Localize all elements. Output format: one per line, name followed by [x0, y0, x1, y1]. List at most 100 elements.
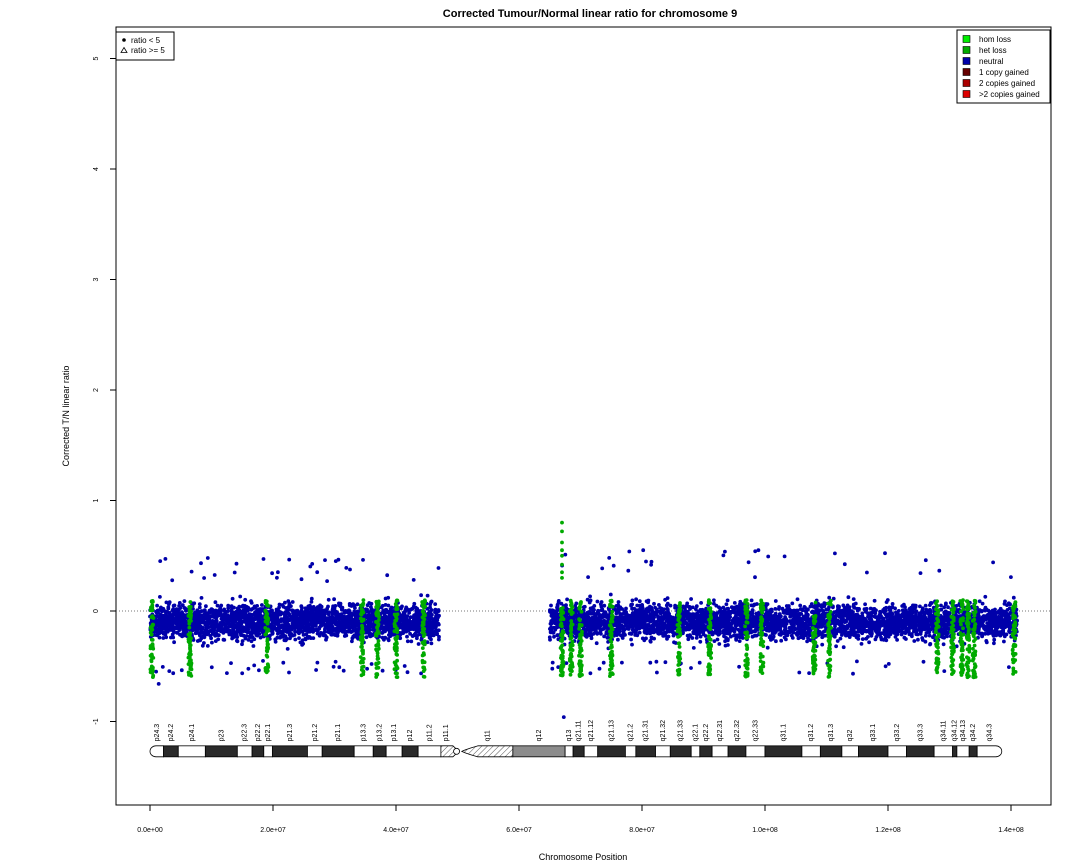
neutral-point [243, 597, 248, 602]
neutral-point [166, 606, 171, 611]
neutral-point [941, 642, 946, 647]
neutral-point [330, 606, 335, 611]
neutral-point [293, 624, 298, 629]
neutral-point [257, 622, 262, 627]
neutral-point [176, 624, 181, 629]
neutral-point [904, 637, 908, 641]
neutral-point [248, 635, 253, 639]
neutral-point [227, 619, 231, 624]
neutral-point [202, 620, 207, 625]
neutral-point [283, 610, 287, 615]
neutral-point [238, 594, 243, 599]
x-tick-label: 6.0e+07 [506, 827, 532, 834]
neutral-point [193, 620, 198, 625]
neutral-point [230, 614, 235, 618]
neutral-point [365, 666, 369, 671]
neutral-point [181, 615, 186, 620]
y-tick-label: 4 [93, 167, 100, 171]
neutral-point [326, 597, 331, 602]
neutral-point [293, 637, 298, 642]
neutral-point [383, 625, 388, 630]
neutral-point [380, 668, 385, 673]
neutral-point [155, 603, 160, 608]
neutral-point [385, 609, 389, 614]
neutral-point [199, 609, 204, 613]
neutral-point [323, 558, 327, 562]
neutral-point [322, 614, 326, 619]
neutral-point [168, 628, 173, 632]
neutral-point [415, 619, 419, 624]
neutral-point [588, 594, 592, 599]
neutral-point [407, 611, 411, 615]
neutral-point [240, 633, 245, 637]
neutral-point [326, 612, 331, 617]
x-axis-label: Chromosome Position [539, 852, 628, 862]
neutral-point [405, 614, 410, 619]
neutral-point [387, 617, 392, 622]
neutral-point [388, 634, 393, 639]
neutral-point [380, 635, 385, 640]
neutral-point [205, 644, 210, 648]
neutral-point [341, 668, 346, 673]
neutral-point [361, 558, 365, 562]
neutral-point [308, 613, 313, 618]
neutral-point [738, 599, 743, 604]
neutral-point [281, 604, 286, 609]
neutral-point [405, 639, 410, 644]
neutral-point [923, 603, 928, 608]
neutral-point [202, 576, 207, 580]
neutral-point [273, 639, 278, 644]
x-axis: 0.0e+00 2.0e+07 4.0e+07 6.0e+07 8.0e+07 1.0e+… [137, 804, 1024, 834]
neutral-point [637, 630, 642, 635]
neutral-point [428, 610, 432, 615]
neutral-point [299, 577, 304, 582]
neutral-point [820, 642, 825, 647]
neutral-point [199, 596, 204, 600]
neutral-point [205, 556, 210, 560]
neutral-point [640, 604, 645, 608]
neutral-point [333, 659, 338, 664]
neutral-point [161, 636, 166, 640]
neutral-point [347, 603, 352, 608]
neutral-point [672, 640, 676, 645]
neutral-point [698, 639, 703, 644]
neutral-point [158, 628, 163, 633]
neutral-point [154, 669, 159, 674]
neutral-point [293, 629, 297, 634]
neutral-point [279, 630, 283, 634]
neutral-point [323, 633, 328, 638]
neutral-point [277, 605, 281, 610]
neutral-point [203, 612, 208, 617]
neutral-point [242, 614, 246, 619]
neutral-point [161, 631, 166, 636]
neutral-point [200, 626, 205, 631]
neutral-point [211, 630, 216, 634]
neutral-point [204, 604, 208, 609]
neutral-point [415, 606, 420, 611]
neutral-point [408, 631, 412, 636]
neutral-point [177, 607, 181, 612]
neutral-point [283, 600, 287, 605]
neutral-point [299, 604, 304, 609]
x-tick-label: 4.0e+07 [383, 827, 409, 834]
neutral-point [269, 623, 274, 628]
neutral-point [992, 641, 996, 646]
neutral-point [233, 630, 237, 634]
neutral-point [276, 631, 280, 636]
neutral-point [219, 627, 223, 632]
neutral-point [426, 616, 431, 621]
neutral-point [234, 561, 239, 566]
neutral-point [255, 633, 260, 638]
neutral-point [325, 579, 329, 583]
neutral-point [292, 633, 297, 637]
neutral-point [163, 557, 168, 561]
neutral-point [279, 634, 284, 639]
neutral-point [723, 643, 728, 648]
neutral-point [290, 600, 295, 604]
neutral-point [160, 665, 165, 669]
neutral-point [238, 623, 243, 627]
neutral-point [285, 647, 290, 651]
neutral-point [339, 621, 344, 626]
neutral-point [209, 619, 214, 624]
neutral-point [276, 570, 280, 575]
